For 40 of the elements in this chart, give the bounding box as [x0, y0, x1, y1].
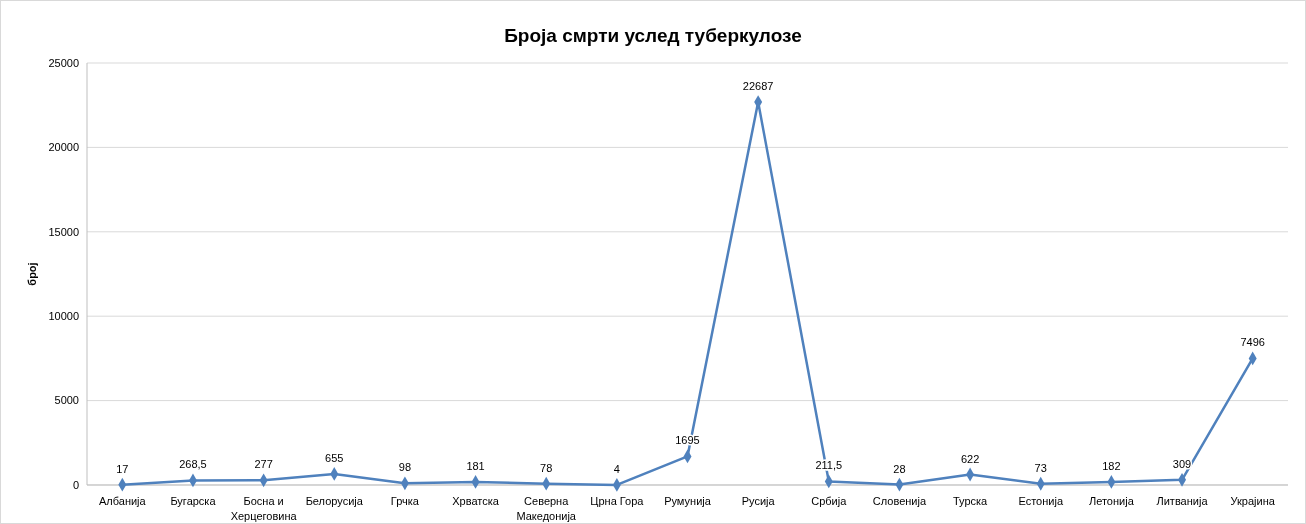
x-tick-label: Украјина — [1230, 495, 1276, 507]
y-tick-label: 10000 — [48, 310, 79, 323]
y-axis-title: број — [26, 262, 38, 286]
data-label: 309 — [1172, 457, 1192, 470]
y-tick-label: 0 — [72, 478, 79, 491]
data-label: 28 — [893, 462, 906, 475]
x-tick-label: Белорусија — [305, 495, 364, 507]
data-label: 17 — [116, 462, 129, 475]
data-label: 268,5 — [179, 458, 207, 471]
x-tick-label: Словенија — [872, 495, 927, 507]
x-tick-label: Естонија — [1018, 495, 1064, 507]
x-tick-label: Србија — [811, 495, 848, 507]
x-tick-label: Русија — [741, 495, 776, 507]
chart-title: Броја смрти услед туберкулозе — [504, 25, 802, 46]
y-tick-label: 5000 — [54, 394, 79, 407]
data-label: 22687 — [742, 80, 774, 93]
x-tick-label: Хрватска — [452, 495, 500, 507]
x-tick-label: Северна Македонија — [516, 495, 577, 522]
data-label: 182 — [1102, 459, 1121, 472]
x-tick-label: Грчка — [390, 495, 420, 507]
x-tick-label: Босна и Херцеговина — [230, 495, 298, 522]
x-tick-label: Црна Гора — [590, 495, 645, 507]
x-tick-label: Бугарска — [170, 495, 217, 507]
x-tick-label: Летонија — [1088, 495, 1135, 507]
data-label: 98 — [398, 461, 412, 474]
data-label: 181 — [466, 459, 485, 472]
data-label: 277 — [254, 458, 273, 471]
data-label: 73 — [1034, 461, 1047, 474]
data-label: 622 — [960, 452, 980, 465]
x-tick-label: Литванија — [1156, 495, 1209, 507]
data-label: 7496 — [1240, 336, 1265, 349]
data-label: 655 — [325, 451, 344, 464]
x-tick-label: Румунија — [664, 495, 712, 507]
y-tick-label: 20000 — [48, 141, 79, 154]
y-tick-label: 25000 — [48, 56, 79, 69]
data-label: 4 — [613, 462, 620, 475]
data-label: 78 — [540, 461, 553, 474]
x-tick-label: Турска — [952, 495, 989, 507]
y-tick-label: 15000 — [48, 225, 79, 238]
x-tick-label: Албанија — [98, 495, 147, 507]
